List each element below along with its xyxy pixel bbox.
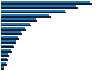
Bar (1, 12, 66, 13)
Bar (1, 32, 21, 33)
Bar (1, 66, 4, 68)
Bar (1, 25, 31, 26)
Bar (1, 29, 26, 31)
Bar (1, 33, 22, 35)
Bar (1, 5, 76, 7)
Bar (1, 64, 7, 66)
Bar (1, 27, 25, 29)
Bar (1, 68, 4, 70)
Bar (1, 18, 36, 20)
Bar (1, 55, 9, 57)
Bar (1, 45, 13, 46)
Bar (1, 53, 8, 55)
Bar (1, 7, 78, 9)
Bar (1, 16, 51, 18)
Bar (1, 49, 11, 51)
Bar (1, 59, 8, 61)
Bar (1, 1, 90, 3)
Bar (1, 14, 49, 16)
Bar (1, 40, 15, 42)
Bar (1, 10, 64, 12)
Bar (1, 36, 18, 38)
Bar (1, 42, 16, 44)
Bar (1, 62, 6, 64)
Bar (1, 46, 14, 48)
Bar (1, 23, 30, 25)
Bar (1, 51, 12, 53)
Bar (1, 20, 37, 22)
Bar (1, 58, 7, 59)
Bar (1, 3, 92, 5)
Bar (1, 38, 19, 39)
